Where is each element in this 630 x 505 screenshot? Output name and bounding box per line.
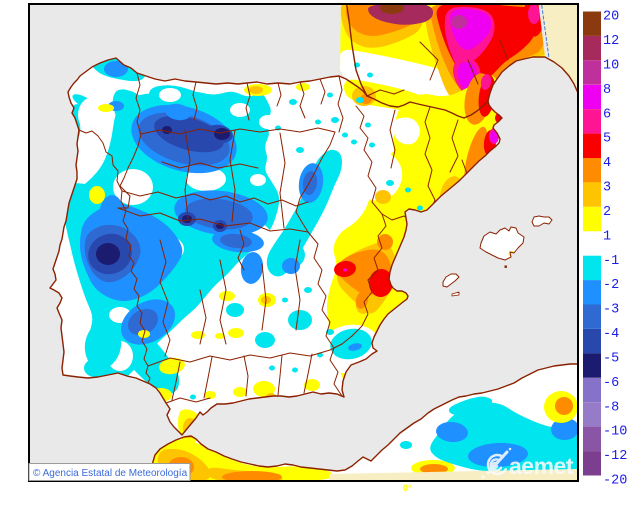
svg-text:20: 20 xyxy=(603,10,619,25)
svg-text:-12: -12 xyxy=(603,449,627,464)
svg-text:2: 2 xyxy=(603,205,611,220)
svg-text:6: 6 xyxy=(603,107,611,122)
svg-text:-20: -20 xyxy=(603,474,627,489)
svg-text:-4: -4 xyxy=(603,327,619,342)
svg-text:12: 12 xyxy=(603,34,619,49)
svg-text:-1: -1 xyxy=(603,254,619,269)
svg-text:3: 3 xyxy=(603,180,611,195)
svg-text:-3: -3 xyxy=(603,303,619,318)
svg-text:© Agencia Estatal de Meteorolo: © Agencia Estatal de Meteorología xyxy=(33,468,188,479)
svg-text:5: 5 xyxy=(603,132,611,147)
svg-text:-5: -5 xyxy=(603,351,619,366)
svg-text:-10: -10 xyxy=(603,425,627,440)
svg-text:1: 1 xyxy=(603,229,611,244)
svg-text:-6: -6 xyxy=(603,376,619,391)
svg-text:-2: -2 xyxy=(603,278,619,293)
svg-text:-8: -8 xyxy=(603,400,619,415)
svg-text:0°: 0° xyxy=(403,483,412,493)
svg-text:aemet: aemet xyxy=(509,453,574,479)
svg-text:4: 4 xyxy=(603,156,611,171)
svg-text:10: 10 xyxy=(603,58,619,73)
svg-text:8: 8 xyxy=(603,83,611,98)
